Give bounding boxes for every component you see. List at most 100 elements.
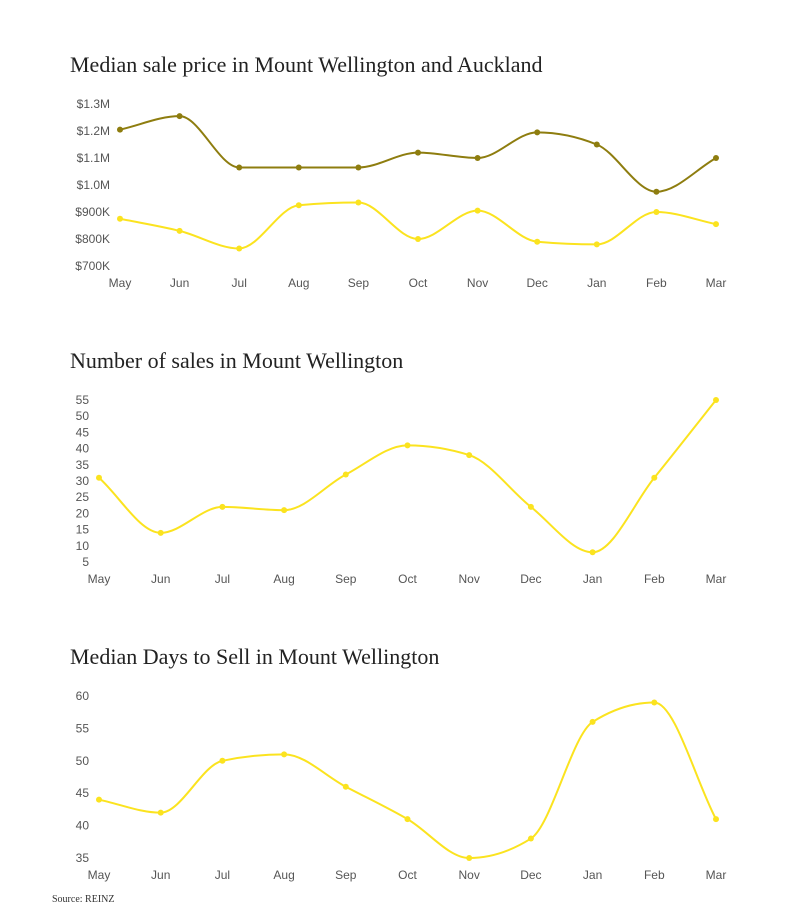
y-tick-label: 40 bbox=[76, 819, 90, 833]
y-tick-label: 60 bbox=[76, 689, 90, 703]
y-tick-label: 35 bbox=[76, 458, 90, 472]
x-tick-label: Dec bbox=[520, 572, 541, 586]
x-tick-label: May bbox=[109, 276, 132, 290]
y-tick-label: $1.2M bbox=[77, 124, 110, 138]
days-to-sell-plot: 35 40 45 50 55 60 May Jun Jul Aug Sep Oct Nov Dec Jan F… bbox=[76, 689, 727, 882]
data-point-mount-wellington bbox=[157, 809, 164, 816]
data-point-mount-wellington bbox=[466, 855, 473, 861]
x-tick-label: Dec bbox=[527, 276, 548, 290]
x-tick-label: Dec bbox=[520, 868, 541, 882]
series-line-mount-wellington bbox=[98, 399, 717, 554]
x-tick-label: Nov bbox=[467, 276, 488, 290]
x-tick-label: Mar bbox=[706, 868, 727, 882]
x-tick-label: Mar bbox=[706, 276, 727, 290]
x-tick-label: Feb bbox=[644, 572, 665, 586]
y-tick-label: $800K bbox=[75, 232, 110, 246]
x-tick-label: Sep bbox=[335, 868, 357, 882]
y-tick-label: $1.1M bbox=[77, 151, 110, 165]
data-point-mount-wellington bbox=[342, 471, 349, 478]
x-tick-label: Aug bbox=[273, 868, 294, 882]
data-point-auckland bbox=[117, 126, 123, 133]
data-point-mount-wellington bbox=[527, 503, 534, 510]
data-point-mount-wellington bbox=[653, 209, 660, 215]
data-point-mount-wellington bbox=[295, 202, 302, 209]
x-tick-label: Sep bbox=[348, 276, 370, 290]
data-point-mount-wellington bbox=[404, 442, 411, 449]
x-tick-label: Feb bbox=[646, 276, 667, 290]
data-point-mount-wellington bbox=[117, 215, 123, 222]
data-point-auckland bbox=[534, 129, 541, 136]
data-point-mount-wellington bbox=[651, 699, 658, 706]
x-tick-label: Aug bbox=[288, 276, 309, 290]
x-tick-label: Oct bbox=[398, 868, 417, 882]
data-point-mount-wellington bbox=[236, 245, 243, 252]
data-point-mount-wellington bbox=[713, 397, 719, 403]
y-tick-label: $700K bbox=[75, 259, 110, 273]
data-point-auckland bbox=[295, 164, 302, 171]
data-point-mount-wellington bbox=[176, 227, 183, 234]
data-point-mount-wellington bbox=[281, 507, 288, 514]
y-tick-label: 45 bbox=[76, 786, 90, 800]
x-tick-label: Feb bbox=[644, 868, 665, 882]
data-point-mount-wellington bbox=[474, 207, 481, 214]
x-tick-label: Nov bbox=[459, 868, 480, 882]
data-point-auckland bbox=[593, 141, 600, 148]
data-point-mount-wellington bbox=[534, 238, 541, 245]
data-point-auckland bbox=[176, 113, 183, 120]
data-point-mount-wellington bbox=[415, 236, 421, 242]
x-tick-label: Jun bbox=[170, 276, 189, 290]
data-point-mount-wellington bbox=[593, 241, 600, 248]
median-price-chart: Median sale price in Mount Wellington an… bbox=[0, 0, 800, 300]
data-point-auckland bbox=[236, 164, 243, 171]
data-point-mount-wellington bbox=[342, 783, 349, 790]
number-of-sales-plot: 5 10 15 20 25 30 35 40 45 50 55 May Jun Jul Aug Sep Oct N… bbox=[76, 393, 727, 586]
series-line-mount-wellington bbox=[98, 701, 717, 860]
x-tick-label: Aug bbox=[273, 572, 294, 586]
x-tick-label: Nov bbox=[459, 572, 480, 586]
y-tick-label: 5 bbox=[82, 555, 89, 569]
data-point-mount-wellington bbox=[219, 757, 226, 764]
x-tick-label: Jan bbox=[583, 572, 602, 586]
number-of-sales-chart: Number of sales in Mount Wellington 5 10 1… bbox=[0, 296, 800, 596]
y-tick-label: 55 bbox=[76, 393, 90, 407]
y-tick-label: $1.3M bbox=[77, 97, 110, 111]
data-point-mount-wellington bbox=[157, 529, 164, 536]
data-point-mount-wellington bbox=[589, 718, 596, 725]
median-price-plot: $700K $800K $900K $1.0M $1.1M $1.2M $1.3M May Ju… bbox=[75, 97, 727, 290]
x-tick-label: Jul bbox=[232, 276, 247, 290]
chart-title: Number of sales in Mount Wellington bbox=[70, 348, 404, 373]
days-to-sell-chart: Median Days to Sell in Mount Wellington … bbox=[0, 592, 800, 892]
data-point-mount-wellington bbox=[589, 549, 596, 556]
x-tick-label: Sep bbox=[335, 572, 357, 586]
y-tick-label: 45 bbox=[76, 425, 90, 439]
data-point-mount-wellington bbox=[713, 221, 719, 228]
y-tick-label: 40 bbox=[76, 442, 90, 456]
y-tick-label: 50 bbox=[76, 754, 90, 768]
x-tick-label: Jan bbox=[587, 276, 606, 290]
data-point-auckland bbox=[713, 155, 719, 161]
x-tick-label: Jun bbox=[151, 868, 170, 882]
y-tick-label: $900K bbox=[75, 205, 110, 219]
chart-title: Median Days to Sell in Mount Wellington bbox=[70, 644, 440, 669]
y-tick-label: 25 bbox=[76, 490, 90, 504]
x-tick-label: Oct bbox=[398, 572, 417, 586]
x-tick-label: Jul bbox=[215, 868, 230, 882]
data-point-mount-wellington bbox=[713, 816, 719, 823]
data-point-mount-wellington bbox=[527, 835, 534, 842]
y-tick-label: 50 bbox=[76, 409, 90, 423]
y-tick-label: 55 bbox=[76, 721, 90, 735]
source-note: Source: REINZ bbox=[52, 894, 115, 905]
x-tick-label: May bbox=[88, 868, 111, 882]
chart-title: Median sale price in Mount Wellington an… bbox=[70, 52, 543, 77]
data-point-mount-wellington bbox=[355, 199, 362, 206]
y-tick-label: 35 bbox=[76, 851, 90, 865]
data-point-mount-wellington bbox=[404, 816, 411, 823]
y-tick-label: 30 bbox=[76, 474, 90, 488]
data-point-mount-wellington bbox=[466, 452, 473, 459]
y-tick-label: 10 bbox=[76, 539, 90, 553]
data-point-auckland bbox=[653, 188, 660, 195]
x-tick-label: Mar bbox=[706, 572, 727, 586]
y-tick-label: 15 bbox=[76, 523, 90, 537]
x-tick-label: Jun bbox=[151, 572, 170, 586]
x-tick-label: Jan bbox=[583, 868, 602, 882]
